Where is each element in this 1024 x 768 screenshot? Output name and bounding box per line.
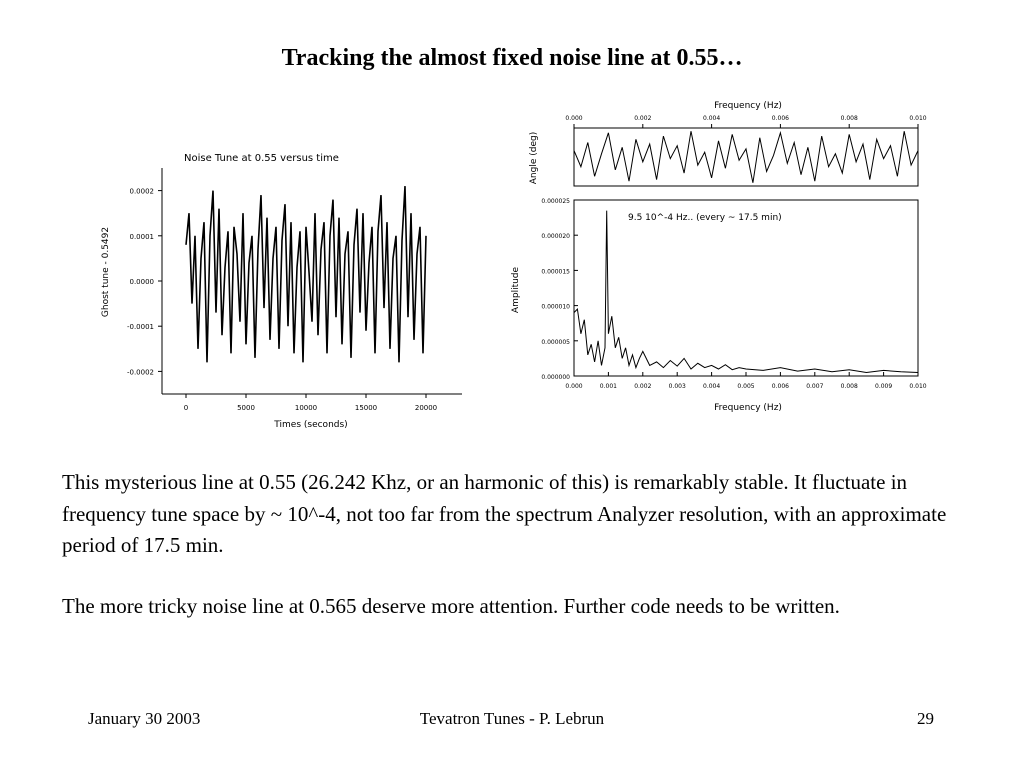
footer-date: January 30 2003 — [88, 709, 201, 728]
x-tick-label: 0.000 — [565, 383, 582, 390]
top-tick-label: 0.008 — [841, 115, 858, 122]
fft-annotation: 9.5 10^-4 Hz.. (every ~ 17.5 min) — [628, 213, 782, 223]
chart-title: Noise Tune at 0.55 versus time — [184, 153, 339, 164]
y-tick-label: 0.000025 — [541, 198, 570, 205]
x-tick-label: 0.002 — [634, 383, 651, 390]
tune-series-line — [185, 186, 427, 363]
x-tick-label: 0.007 — [806, 383, 823, 390]
y-tick-label: 0.000000 — [541, 374, 570, 381]
x-tick-label: 0.010 — [909, 383, 926, 390]
x-tick-label: 0.005 — [737, 383, 754, 390]
top-axis-label: Frequency (Hz) — [714, 101, 782, 111]
y-tick-label: 0.000010 — [541, 304, 570, 311]
y-tick-label: 0.000015 — [541, 268, 570, 275]
x-tick-label: 10000 — [295, 404, 317, 412]
body-paragraph-1: This mysterious line at 0.55 (26.242 Khz… — [62, 470, 947, 557]
y-tick-label: 0.0000 — [130, 278, 155, 286]
x-tick-label: 5000 — [237, 404, 255, 412]
amplitude-axis-label: Amplitude — [511, 266, 521, 313]
x-tick-label: 0 — [184, 404, 188, 412]
spectrum-figure: 0.000 0.002 0.004 0.006 0.008 0.010 0.000000 0… — [508, 96, 940, 418]
y-tick-label: -0.0001 — [127, 323, 154, 331]
angle-series-line — [573, 130, 919, 183]
top-tick-label: 0.006 — [772, 115, 789, 122]
x-tick-label: 0.001 — [600, 383, 617, 390]
x-tick-label: 0.004 — [703, 383, 720, 390]
x-tick-label: 0.008 — [841, 383, 858, 390]
page-number: 29 — [917, 709, 934, 728]
amplitude-series-line — [573, 210, 919, 374]
y-tick-label: 0.0001 — [130, 233, 155, 241]
frequency-axis-label: Frequency (Hz) — [714, 403, 782, 413]
y-tick-label: -0.0002 — [127, 368, 154, 376]
top-tick-label: 0.000 — [565, 115, 582, 122]
y-tick-label: 0.0002 — [130, 188, 155, 196]
body-paragraph-2: The more tricky noise line at 0.565 dese… — [62, 594, 840, 618]
x-tick-label: 20000 — [415, 404, 437, 412]
y-tick-label: 0.000020 — [541, 233, 570, 240]
y-axis-label: Ghost tune - 0.5492 — [101, 227, 111, 317]
x-tick-label: 0.006 — [772, 383, 789, 390]
slide-title: Tracking the almost fixed noise line at … — [281, 45, 743, 71]
x-axis-label: Times (seconds) — [273, 420, 347, 430]
x-tick-label: 15000 — [355, 404, 377, 412]
x-tick-label: 0.003 — [669, 383, 686, 390]
x-tick-label: 0.009 — [875, 383, 892, 390]
tune-vs-time-chart: 0.0002 0.0001 0.0000 -0.0001 -0.0002 0 5000 100… — [96, 144, 468, 434]
top-tick-label: 0.010 — [909, 115, 926, 122]
footer-center: Tevatron Tunes - P. Lebrun — [419, 709, 605, 728]
y-tick-label: 0.000005 — [541, 339, 570, 346]
top-tick-label: 0.002 — [634, 115, 651, 122]
angle-axis-label: Angle (deg) — [529, 132, 539, 184]
top-tick-label: 0.004 — [703, 115, 720, 122]
angle-panel-frame — [573, 127, 919, 187]
